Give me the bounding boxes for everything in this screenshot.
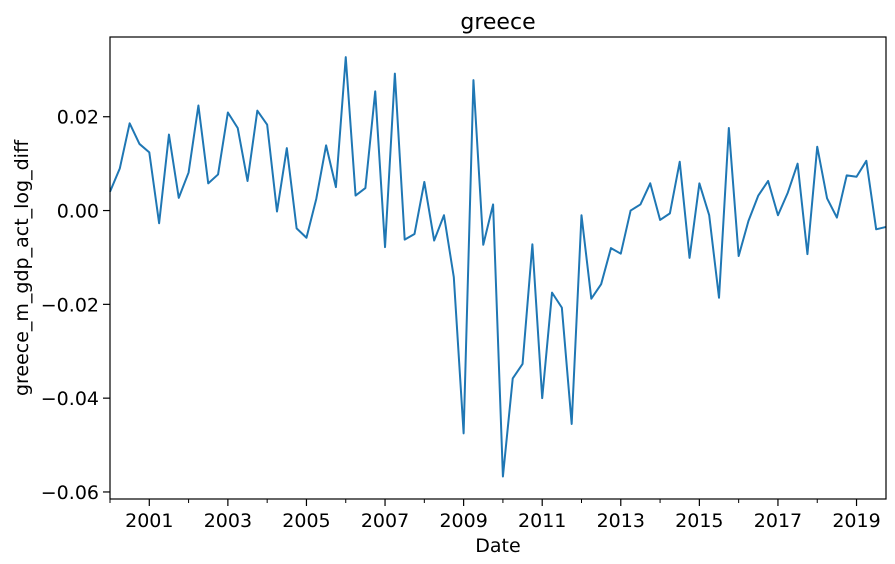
x-tick-label: 2013 xyxy=(597,510,645,532)
x-axis: 2001 2003 2005 2007 2009 2011 2013 2015 2017 2019 xyxy=(109,499,881,532)
plot-area xyxy=(109,56,887,478)
y-tick-label: −0.02 xyxy=(41,294,99,316)
x-tick-label: 2001 xyxy=(125,510,173,532)
x-tick-label: 2019 xyxy=(832,510,880,532)
y-axis: 0.02 0.00 −0.02 −0.04 −0.06 xyxy=(41,107,110,504)
x-axis-label: Date xyxy=(475,535,520,557)
x-tick-label: 2005 xyxy=(282,510,330,532)
y-tick-label: 0.00 xyxy=(57,201,99,223)
plot-frame xyxy=(109,36,887,500)
series-line xyxy=(109,56,887,478)
y-tick-label: 0.02 xyxy=(57,107,99,129)
x-tick-label: 2007 xyxy=(361,510,409,532)
x-tick-label: 2009 xyxy=(439,510,487,532)
x-tick-label: 2015 xyxy=(675,510,723,532)
chart-title: greece xyxy=(460,10,535,35)
x-tick-label: 2003 xyxy=(204,510,252,532)
y-tick-label: −0.06 xyxy=(41,482,99,504)
y-axis-label: greece_m_gdp_act_log_diff xyxy=(11,139,33,396)
x-tick-label: 2017 xyxy=(754,510,802,532)
x-tick-label: 2011 xyxy=(518,510,566,532)
y-tick-label: −0.04 xyxy=(41,388,99,410)
